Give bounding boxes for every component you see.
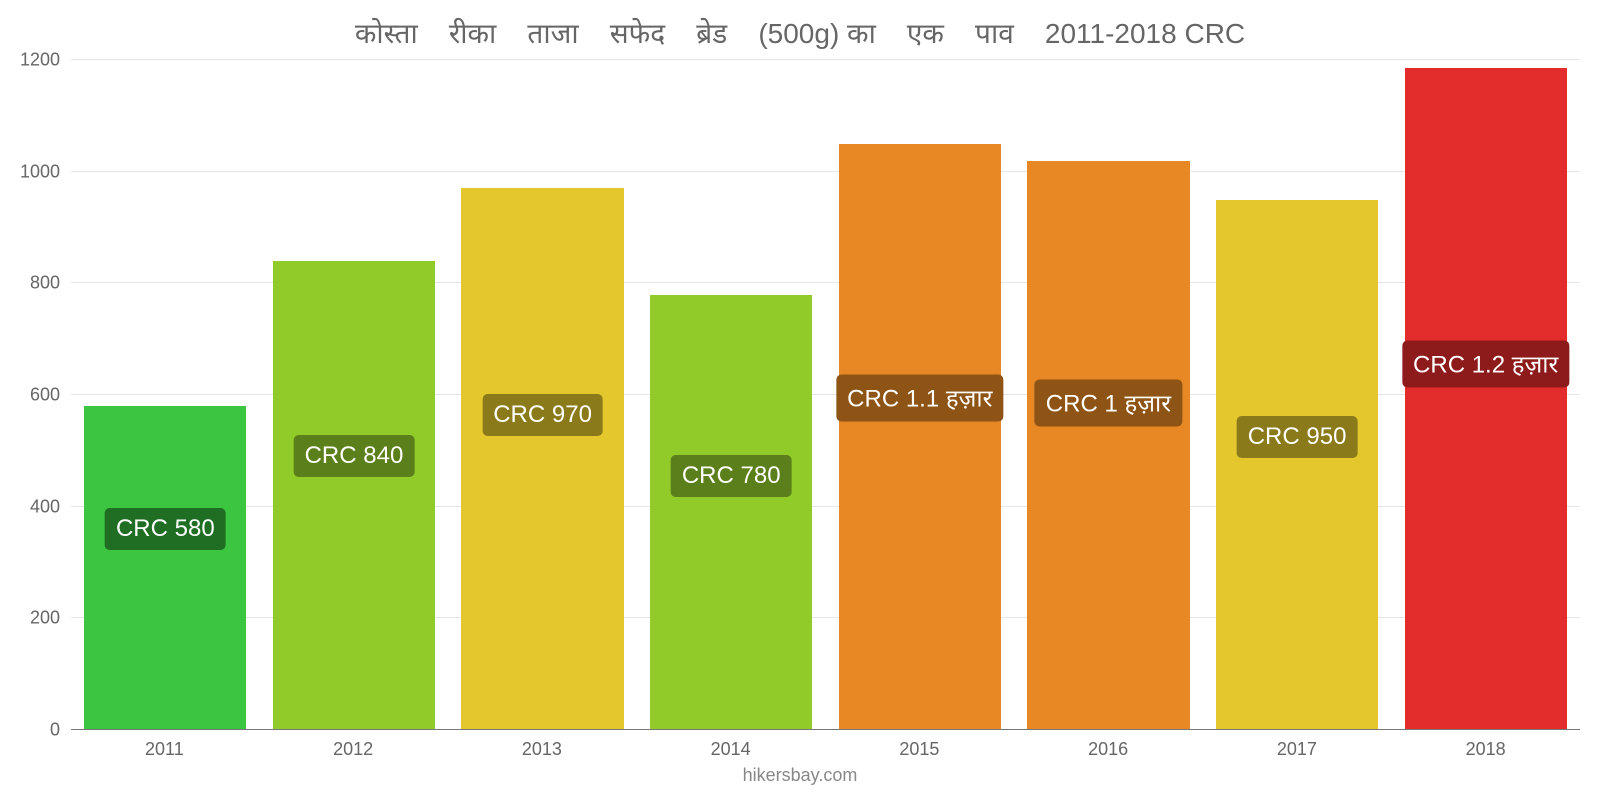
plot-area: CRC 580 CRC 840 CRC 970 CRC 780 CRC 1.1 हज़ा… [70, 60, 1580, 730]
x-tick-label: 2011 [70, 739, 259, 760]
bar-value-label: CRC 1.1 हज़ार [836, 374, 1003, 421]
bar [461, 188, 623, 730]
bar-slot: CRC 580 [71, 60, 260, 730]
bar [84, 406, 246, 730]
y-tick-label: 400 [30, 496, 60, 517]
bar-slot: CRC 970 [448, 60, 637, 730]
bar-slot: CRC 1.2 हज़ार [1391, 60, 1580, 730]
bar-value-label: CRC 780 [671, 455, 792, 497]
y-axis: 020040060080010001200 [0, 60, 70, 730]
x-tick-label: 2016 [1014, 739, 1203, 760]
x-axis-baseline [71, 729, 1580, 730]
bar-value-label: CRC 1.2 हज़ार [1402, 341, 1569, 388]
y-tick-label: 800 [30, 273, 60, 294]
y-tick-label: 1000 [20, 161, 60, 182]
bar-slot: CRC 840 [260, 60, 449, 730]
bar [839, 144, 1001, 730]
x-tick-label: 2017 [1203, 739, 1392, 760]
bar [1216, 200, 1378, 730]
bar-value-label: CRC 840 [294, 435, 415, 477]
x-tick-label: 2014 [636, 739, 825, 760]
attribution: hikersbay.com [0, 765, 1600, 786]
y-tick-label: 0 [50, 720, 60, 741]
y-tick-label: 600 [30, 385, 60, 406]
x-tick-label: 2012 [259, 739, 448, 760]
y-tick-label: 1200 [20, 50, 60, 71]
bar-slot: CRC 950 [1203, 60, 1392, 730]
bar-chart: कोस्ता रीका ताजा सफेद ब्रेड (500g) का एक… [0, 0, 1600, 800]
bar-value-label: CRC 580 [105, 508, 226, 550]
bars-container: CRC 580 CRC 840 CRC 970 CRC 780 CRC 1.1 हज़ा… [71, 60, 1580, 730]
y-tick-label: 200 [30, 608, 60, 629]
x-tick-label: 2015 [825, 739, 1014, 760]
bar [1027, 161, 1189, 731]
chart-title: कोस्ता रीका ताजा सफेद ब्रेड (500g) का एक… [0, 14, 1600, 52]
x-axis-labels: 20112012201320142015201620172018 [70, 739, 1580, 760]
bar-slot: CRC 780 [637, 60, 826, 730]
bar [1405, 68, 1567, 730]
bar [650, 295, 812, 731]
x-tick-label: 2013 [448, 739, 637, 760]
bar-slot: CRC 1 हज़ार [1014, 60, 1203, 730]
x-tick-label: 2018 [1391, 739, 1580, 760]
bar [273, 261, 435, 730]
bar-value-label: CRC 950 [1237, 416, 1358, 458]
bar-value-label: CRC 970 [482, 394, 603, 436]
bar-slot: CRC 1.1 हज़ार [826, 60, 1015, 730]
bar-value-label: CRC 1 हज़ार [1035, 380, 1182, 427]
